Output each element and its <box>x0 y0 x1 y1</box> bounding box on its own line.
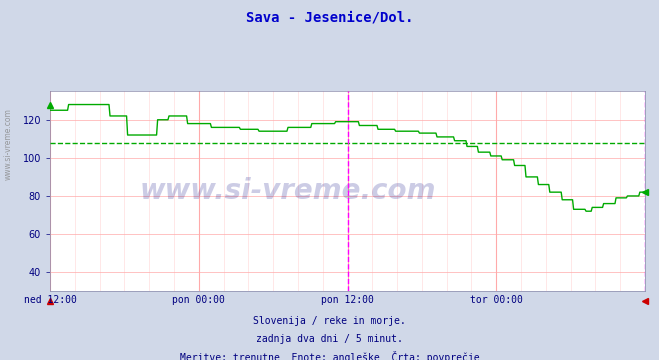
Text: Sava - Jesenice/Dol.: Sava - Jesenice/Dol. <box>246 11 413 25</box>
Text: www.si-vreme.com: www.si-vreme.com <box>3 108 13 180</box>
Text: pon 12:00: pon 12:00 <box>321 295 374 305</box>
Text: zadnja dva dni / 5 minut.: zadnja dva dni / 5 minut. <box>256 334 403 344</box>
Text: Slovenija / reke in morje.: Slovenija / reke in morje. <box>253 316 406 327</box>
Text: pon 00:00: pon 00:00 <box>172 295 225 305</box>
Text: tor 00:00: tor 00:00 <box>470 295 523 305</box>
Text: ned 12:00: ned 12:00 <box>24 295 76 305</box>
Text: Meritve: trenutne  Enote: angleške  Črta: povprečje: Meritve: trenutne Enote: angleške Črta: … <box>180 351 479 360</box>
Text: www.si-vreme.com: www.si-vreme.com <box>140 177 436 205</box>
